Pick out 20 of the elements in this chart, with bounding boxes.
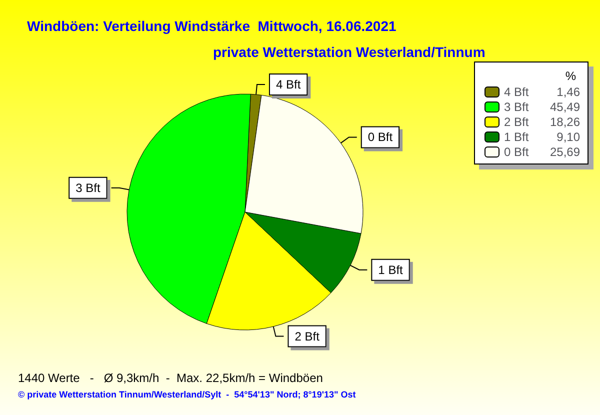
legend-label: 1 Bft <box>504 130 530 144</box>
legend-label: 4 Bft <box>504 85 530 99</box>
slice-label: 0 Bft <box>368 130 394 144</box>
slice-label: 3 Bft <box>76 180 101 195</box>
chart-subtitle: private Wetterstation Westerland/Tinnum <box>213 44 486 60</box>
data-label: 25,69 <box>550 145 580 159</box>
text: © private Wetterstation Tinnum/Westerland/Sylt - 54°54'13" Nord; 8°19'13" Ost <box>18 390 356 400</box>
slice-label: 1 Bft <box>378 262 404 277</box>
text: 1440 Werte - Ø 9,3km/h - Max. 22,5km/h = Windböen <box>18 371 323 385</box>
data-label: 1,46 <box>556 85 580 99</box>
legend-title: % <box>565 69 576 83</box>
data-label: 9,10 <box>556 130 580 144</box>
legend-label: 0 Bft <box>504 145 530 159</box>
data-label: 45,49 <box>550 100 580 114</box>
data-label: 18,26 <box>550 115 580 129</box>
legend-label: 2 Bft <box>504 115 530 129</box>
chart-title: Windböen: Verteilung Windstärke Mittwoch, 16.06.2021 <box>27 18 396 34</box>
slice-label: 2 Bft <box>294 329 320 344</box>
slice-label: 4 Bft <box>276 78 302 92</box>
legend-label: 3 Bft <box>504 100 530 114</box>
